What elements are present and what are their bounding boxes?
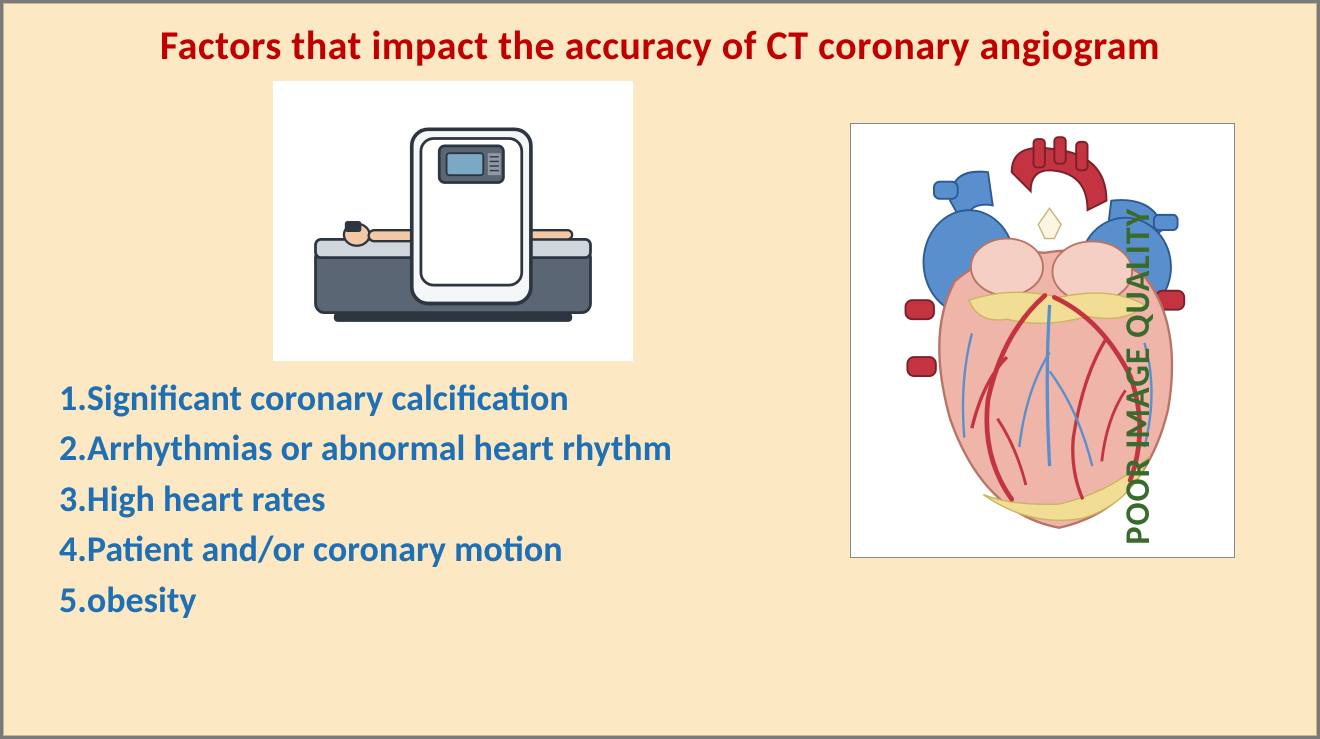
factors-list: 1.Significant coronary calcification 2.A… bbox=[59, 373, 672, 625]
factor-item-5: 5.obesity bbox=[59, 575, 672, 625]
factor-item-4: 4.Patient and/or coronary motion bbox=[59, 524, 672, 574]
ct-scanner-icon bbox=[288, 91, 618, 351]
heart-anatomy-image bbox=[850, 123, 1235, 558]
heart-icon bbox=[860, 133, 1225, 548]
slide-title: Factors that impact the accuracy of CT c… bbox=[3, 21, 1317, 70]
ct-scanner-image bbox=[273, 81, 633, 361]
factor-item-1: 1.Significant coronary calcification bbox=[59, 373, 672, 423]
factor-item-3: 3.High heart rates bbox=[59, 474, 672, 524]
factor-item-2: 2.Arrhythmias or abnormal heart rhythm bbox=[59, 423, 672, 473]
slide-container: Factors that impact the accuracy of CT c… bbox=[0, 0, 1320, 739]
vertical-side-label: POOR IMAGE QUALITY bbox=[1118, 207, 1159, 544]
